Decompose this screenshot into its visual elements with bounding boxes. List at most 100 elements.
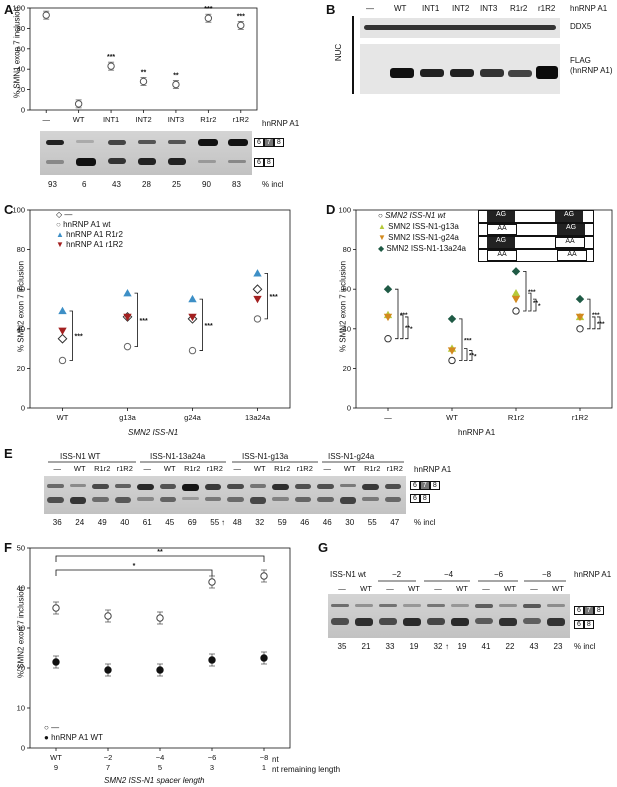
remaining-label: 9 xyxy=(54,763,58,772)
gel-band-upper xyxy=(182,484,199,492)
gel-band-upper xyxy=(159,484,176,489)
significance-bracket xyxy=(264,272,268,320)
data-point xyxy=(58,327,67,335)
significance-bracket xyxy=(528,292,532,312)
data-point xyxy=(447,347,457,355)
incl-value: 46 xyxy=(300,518,310,527)
data-point xyxy=(52,604,60,612)
lane-label: — xyxy=(530,584,538,593)
gel-band-upper xyxy=(294,484,311,489)
data-point xyxy=(447,314,457,324)
remaining-label: 5 xyxy=(158,763,162,772)
lane-label: R1r2 xyxy=(364,464,381,473)
lane-label: WT xyxy=(504,584,516,593)
panel-f-nt-label: nt xyxy=(272,755,279,764)
gel-band-upper xyxy=(523,603,541,608)
panel-label-f: F xyxy=(4,540,12,555)
lane-label: WT xyxy=(360,584,372,593)
blot-band xyxy=(450,69,474,77)
data-point xyxy=(57,333,68,344)
exon-8: 8 xyxy=(419,494,430,503)
lane-label: R1r2 xyxy=(274,464,291,473)
group-label: ISS-N1-g13a xyxy=(242,452,289,461)
exon-8: 8 xyxy=(583,620,594,629)
triangle-up-icon: ▲ xyxy=(56,230,67,239)
lane-label: R1r2 xyxy=(510,4,528,13)
lane-label: — xyxy=(233,464,242,473)
gel-band-lower-2 xyxy=(76,158,96,166)
x-tick-label: r1R2 xyxy=(572,413,588,422)
gel-band-lower xyxy=(362,496,379,502)
gel-band-lower xyxy=(227,496,244,503)
data-point xyxy=(123,288,132,297)
exon-8: 8 xyxy=(429,481,440,490)
gel-band-upper xyxy=(137,484,154,491)
incl-value: 48 xyxy=(232,518,242,527)
y-tick-label: 100 xyxy=(12,206,25,215)
exon-8: 8 xyxy=(263,158,274,167)
open-circle-icon: ○ xyxy=(378,211,386,220)
incl-value: 6 xyxy=(82,180,87,189)
lane-label: WT xyxy=(456,584,468,593)
exon-6: 6 xyxy=(574,606,584,615)
gel-band-upper xyxy=(355,603,373,607)
data-point xyxy=(237,21,245,30)
triangle-down-icon: ▼ xyxy=(56,240,67,249)
significance-bracket xyxy=(405,316,409,340)
data-point xyxy=(204,14,213,22)
data-point xyxy=(575,313,585,322)
lane-label: — xyxy=(482,584,490,593)
lane-label: — xyxy=(338,584,346,593)
gel-band-upper xyxy=(427,603,445,607)
gel-band-lower xyxy=(47,496,64,504)
panel-label-a: A xyxy=(4,2,14,17)
exon-8: 8 xyxy=(593,606,604,615)
exon-8: 8 xyxy=(273,138,284,147)
legend-item: ◆ SMN2 ISS-N1-13a24a xyxy=(378,244,466,253)
gel-band-lower xyxy=(339,496,356,504)
x-tick-label: WT xyxy=(446,413,458,422)
gel-band-upper xyxy=(547,603,565,607)
y-tick-label: 0 xyxy=(21,744,25,753)
x-tick-label: WT xyxy=(57,413,69,422)
gel-band-lower xyxy=(427,618,445,625)
panel-f-legend: ○ — ● hnRNP A1 WT xyxy=(44,723,103,743)
exon-6: 6 xyxy=(254,158,264,167)
significance-label: *** xyxy=(204,6,212,13)
arrow-icon: ↑ xyxy=(221,518,225,527)
significance-label: ** xyxy=(173,73,179,80)
lane-label: WT xyxy=(408,584,420,593)
incl-value: 24 xyxy=(75,518,85,527)
significance-label: * xyxy=(410,326,413,333)
incl-value: 35 xyxy=(337,642,347,651)
significance-label: *** xyxy=(107,54,115,61)
lane-label: WT xyxy=(343,464,356,473)
panel-g-lane-labels: — WT — WT — WT — WT — WT xyxy=(330,584,570,594)
significance-label: *** xyxy=(400,312,408,319)
gel-band-upper-6 xyxy=(198,139,218,146)
gel-band-upper xyxy=(475,603,493,608)
data-point xyxy=(104,666,112,674)
panel-label-c: C xyxy=(4,202,14,217)
gel-band-upper xyxy=(317,484,334,489)
gel-band-upper xyxy=(92,484,109,490)
panel-d-xlabel: hnRNP A1 xyxy=(458,428,496,437)
plot-frame xyxy=(29,209,291,409)
gel-band-upper-7 xyxy=(228,139,248,146)
panel-d-legend: ○ SMN2 ISS-N1 wt ▲ SMN2 ISS-N1-g13a ▼ SM… xyxy=(378,210,466,254)
data-point xyxy=(383,313,393,322)
gel-band-lower xyxy=(384,496,401,503)
incl-value: 25 xyxy=(172,180,181,189)
data-point xyxy=(511,267,521,276)
incl-value: 46 xyxy=(322,518,332,527)
blot-band xyxy=(508,70,532,77)
gel-band-upper xyxy=(362,484,379,490)
group-label: ISS-N1 WT xyxy=(60,452,101,461)
y-tick-label: 80 xyxy=(17,245,25,254)
blot2-label-line1: FLAG xyxy=(570,56,591,65)
incl-value: 90 xyxy=(202,180,211,189)
data-point xyxy=(383,285,393,294)
incl-value: 28 xyxy=(142,180,151,189)
panel-b-blot-flag xyxy=(360,44,560,94)
